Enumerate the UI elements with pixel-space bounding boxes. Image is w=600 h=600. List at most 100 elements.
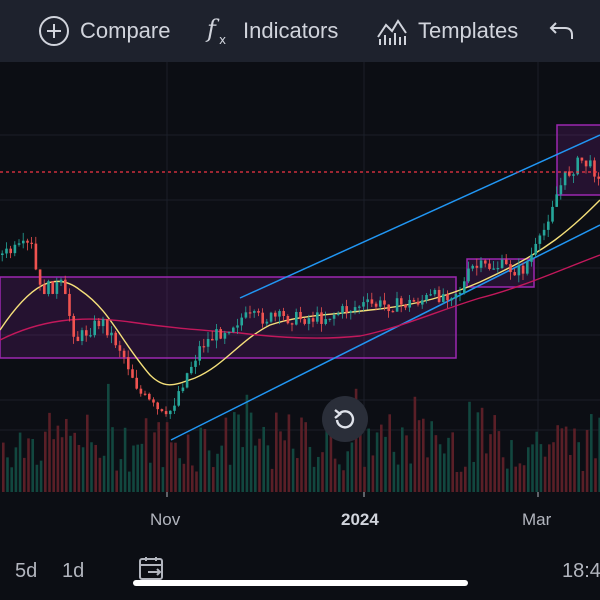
candle-body — [76, 336, 80, 342]
candle-body — [379, 300, 382, 307]
volume-bar — [392, 451, 396, 492]
volume-bar — [23, 457, 26, 492]
candle-body — [408, 299, 411, 308]
volume-bar — [564, 426, 568, 492]
candle-body — [572, 174, 575, 176]
candle-body — [479, 260, 483, 268]
bottom-bar: 5d 1d 18:4 — [0, 536, 600, 600]
candle-body — [345, 306, 348, 313]
volume-bar — [182, 463, 186, 492]
volume-bar — [174, 442, 177, 492]
candle-body — [542, 229, 546, 236]
candle-body — [387, 304, 390, 312]
candle-body — [500, 259, 504, 269]
candle-body — [47, 281, 50, 295]
volume-bar — [224, 417, 228, 492]
volume-bar — [10, 467, 13, 492]
volume-bar — [140, 443, 144, 492]
candle-body — [442, 294, 445, 302]
volume-bar — [518, 463, 522, 492]
volume-bar — [241, 447, 244, 492]
volume-bar — [510, 440, 513, 492]
volume-bar — [577, 442, 580, 492]
candle-body — [538, 235, 542, 244]
candle-body — [568, 171, 571, 176]
volume-bar — [573, 428, 576, 492]
go-to-date-button[interactable] — [138, 556, 166, 587]
volume-bar — [203, 428, 207, 492]
volume-bar — [165, 422, 169, 492]
compare-button[interactable]: Compare — [38, 14, 170, 48]
volume-bar — [228, 464, 232, 492]
candle-body — [206, 338, 210, 347]
candle-body — [253, 311, 256, 313]
volume-bar — [312, 466, 316, 492]
candle-body — [17, 243, 21, 245]
candle-body — [139, 388, 143, 394]
volume-bar — [539, 444, 543, 492]
volume-bar — [207, 450, 211, 492]
volume-bar — [73, 432, 76, 492]
volume-bar — [128, 471, 131, 492]
candle-body — [395, 298, 399, 312]
candle-body — [68, 293, 71, 316]
volume-bar — [270, 468, 274, 492]
candle-body — [110, 332, 113, 336]
indicators-button[interactable]: f x Indicators — [205, 14, 338, 48]
volume-bar — [149, 462, 152, 492]
candle-body — [597, 176, 600, 179]
candle-body — [223, 333, 227, 339]
volume-bar — [388, 414, 391, 492]
interval-1d[interactable]: 1d — [62, 560, 85, 582]
toolbar-clipped-icon[interactable] — [0, 14, 16, 48]
volume-bar — [98, 457, 102, 492]
candle-body — [101, 319, 105, 327]
undo-button[interactable] — [548, 14, 586, 48]
candle-body — [509, 264, 512, 273]
volume-bar — [14, 447, 18, 492]
volume-bar — [451, 432, 454, 492]
candle-body — [324, 319, 327, 324]
interval-5d[interactable]: 5d — [15, 560, 38, 582]
candle-body — [341, 306, 344, 314]
candle-body — [484, 260, 487, 264]
x-axis-label-2024: 2024 — [341, 510, 379, 529]
candle-body — [43, 284, 46, 295]
volume-bar — [527, 447, 530, 492]
candle-body — [366, 299, 369, 303]
volume-bar — [401, 427, 404, 492]
candle-body — [303, 319, 306, 324]
candle-body — [362, 302, 365, 307]
volume-bar — [506, 468, 509, 492]
volume-bar — [6, 457, 9, 492]
candle-body — [475, 265, 479, 268]
volume-bar — [31, 438, 34, 492]
chart-canvas[interactable] — [0, 62, 600, 536]
candle-body — [307, 318, 311, 324]
candle-body — [463, 281, 466, 293]
templates-label: Templates — [418, 18, 519, 43]
templates-button[interactable]: Templates — [376, 14, 518, 48]
clock-time: 18:4 — [562, 560, 600, 582]
price-chart[interactable] — [0, 62, 600, 536]
volume-bar — [531, 444, 534, 492]
candle-body — [555, 194, 558, 207]
candle-body — [580, 157, 584, 161]
candle-body — [38, 269, 42, 285]
candle-body — [526, 261, 529, 274]
volume-bar — [590, 414, 593, 492]
candle-body — [34, 243, 38, 270]
candle-body — [198, 346, 201, 361]
candle-body — [114, 332, 117, 346]
candle-body — [13, 244, 17, 254]
volume-bar — [464, 466, 467, 492]
volume-bar — [258, 438, 261, 492]
candle-body — [295, 311, 298, 325]
volume-bar — [220, 445, 223, 492]
candle-body — [593, 160, 596, 177]
candle-body — [51, 281, 54, 294]
candle-body — [169, 410, 172, 415]
reset-chart-button[interactable] — [322, 396, 368, 442]
volume-bar — [548, 444, 551, 492]
volume-bar — [170, 442, 173, 492]
